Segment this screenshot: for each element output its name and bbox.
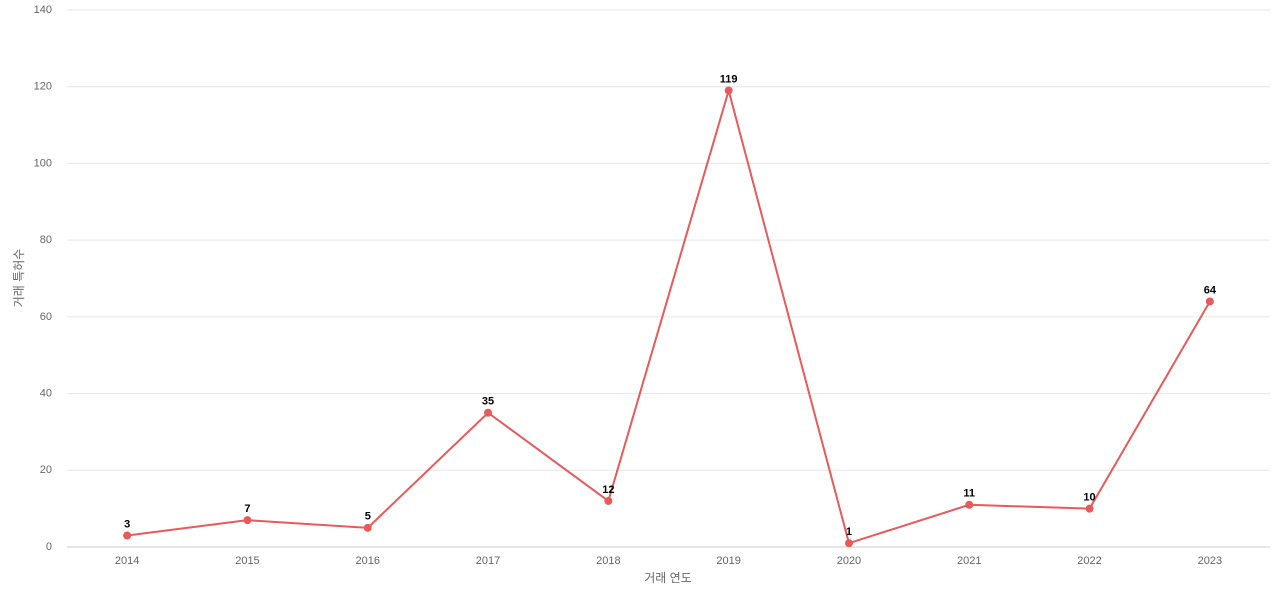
- data-label: 5: [365, 511, 371, 523]
- y-tick-label: 0: [46, 541, 52, 553]
- data-label: 11: [963, 488, 975, 500]
- point: [1205, 297, 1214, 306]
- data-label: 3: [124, 518, 130, 530]
- x-tick-label: 2020: [837, 555, 861, 567]
- y-axis-label: 거래 특허수: [12, 249, 26, 308]
- x-tick-label: 2014: [115, 555, 139, 567]
- y-tick-label: 20: [40, 464, 52, 476]
- data-label: 119: [720, 73, 738, 85]
- x-tick-label: 2018: [596, 555, 620, 567]
- y-tick-label: 40: [40, 387, 52, 399]
- data-label: 10: [1083, 492, 1095, 504]
- y-tick-label: 80: [40, 234, 52, 246]
- point: [363, 523, 372, 532]
- x-tick-label: 2019: [716, 555, 740, 567]
- point: [965, 500, 974, 509]
- point: [604, 496, 613, 505]
- line: [127, 86, 1211, 545]
- x-tick-label: 2015: [235, 555, 259, 567]
- x-tick-label: 2022: [1077, 555, 1101, 567]
- y-tick-label: 60: [40, 311, 52, 323]
- x-axis-label: 거래 연도: [644, 571, 692, 585]
- point: [123, 531, 132, 540]
- data-label: 12: [602, 484, 614, 496]
- data-label: 1: [846, 526, 852, 538]
- y-tick-label: 120: [34, 81, 52, 93]
- x-tick-label: 2021: [957, 555, 981, 567]
- point: [844, 539, 853, 548]
- data-label: 7: [244, 503, 250, 515]
- point: [484, 408, 493, 417]
- x-tick-label: 2016: [356, 555, 380, 567]
- x-tick-label: 2017: [476, 555, 500, 567]
- x-tick-label: 2023: [1198, 555, 1222, 567]
- point: [243, 516, 252, 525]
- y-tick-label: 100: [34, 157, 52, 169]
- point: [724, 86, 733, 95]
- y-tick-label: 140: [34, 4, 52, 16]
- point: [1085, 504, 1094, 513]
- data-label: 64: [1204, 284, 1217, 296]
- data-label: 35: [482, 396, 494, 408]
